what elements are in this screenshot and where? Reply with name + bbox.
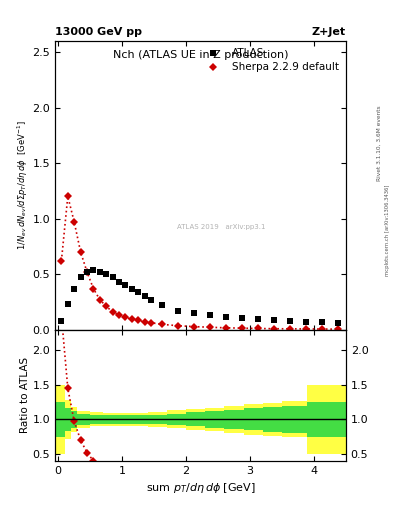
Sherpa 2.2.9 default xyxy=(78,249,83,255)
ATLAS xyxy=(91,267,96,273)
Text: Rivet 3.1.10, 3.6M events: Rivet 3.1.10, 3.6M events xyxy=(377,105,382,181)
Sherpa 2.2.9 default xyxy=(160,322,164,328)
Sherpa 2.2.9 default xyxy=(84,269,89,275)
ATLAS xyxy=(66,301,70,307)
X-axis label: sum $p_T/d\eta\,d\phi$ [GeV]: sum $p_T/d\eta\,d\phi$ [GeV] xyxy=(145,481,255,495)
ATLAS xyxy=(272,317,276,323)
Text: Nch (ATLAS UE in Z production): Nch (ATLAS UE in Z production) xyxy=(113,50,288,59)
Line: Sherpa 2.2.9 default: Sherpa 2.2.9 default xyxy=(59,194,341,332)
Sherpa 2.2.9 default xyxy=(59,258,64,264)
ATLAS xyxy=(224,314,228,321)
Sherpa 2.2.9 default xyxy=(176,323,180,329)
Sherpa 2.2.9 default xyxy=(72,219,77,225)
ATLAS xyxy=(84,269,89,275)
Text: Z+Jet: Z+Jet xyxy=(312,27,346,37)
Sherpa 2.2.9 default xyxy=(272,326,276,332)
Sherpa 2.2.9 default xyxy=(91,286,96,292)
Sherpa 2.2.9 default xyxy=(240,325,244,331)
ATLAS xyxy=(288,317,292,324)
ATLAS xyxy=(176,308,180,314)
Sherpa 2.2.9 default xyxy=(255,326,260,332)
Sherpa 2.2.9 default xyxy=(142,318,147,325)
ATLAS xyxy=(110,274,115,281)
Sherpa 2.2.9 default xyxy=(117,312,121,318)
Sherpa 2.2.9 default xyxy=(104,303,108,309)
Text: mcplots.cern.ch [arXiv:1306.3436]: mcplots.cern.ch [arXiv:1306.3436] xyxy=(385,185,389,276)
ATLAS xyxy=(123,282,128,288)
Sherpa 2.2.9 default xyxy=(208,324,212,330)
ATLAS xyxy=(192,310,196,316)
ATLAS xyxy=(303,319,308,325)
Line: ATLAS: ATLAS xyxy=(58,267,341,326)
Sherpa 2.2.9 default xyxy=(336,326,340,332)
Text: ATLAS 2019   arXiv:pp3.1: ATLAS 2019 arXiv:pp3.1 xyxy=(177,224,266,229)
Legend: ATLAS, Sherpa 2.2.9 default: ATLAS, Sherpa 2.2.9 default xyxy=(198,46,341,75)
ATLAS xyxy=(208,312,212,318)
ATLAS xyxy=(129,286,134,292)
Sherpa 2.2.9 default xyxy=(192,324,196,330)
ATLAS xyxy=(336,320,340,326)
ATLAS xyxy=(160,302,164,308)
ATLAS xyxy=(136,289,140,295)
Sherpa 2.2.9 default xyxy=(129,316,134,322)
ATLAS xyxy=(117,279,121,285)
ATLAS xyxy=(72,286,77,292)
ATLAS xyxy=(240,315,244,322)
Sherpa 2.2.9 default xyxy=(224,325,228,331)
ATLAS xyxy=(59,317,64,324)
Y-axis label: $1/N_{ev}\,dN_{ev}/d\Sigma p_T/d\eta\,d\phi$  [GeV$^{-1}$]: $1/N_{ev}\,dN_{ev}/d\Sigma p_T/d\eta\,d\… xyxy=(15,120,29,250)
ATLAS xyxy=(104,271,108,277)
Sherpa 2.2.9 default xyxy=(288,326,292,332)
ATLAS xyxy=(320,319,324,326)
Sherpa 2.2.9 default xyxy=(97,296,102,303)
Sherpa 2.2.9 default xyxy=(303,326,308,332)
Text: 13000 GeV pp: 13000 GeV pp xyxy=(55,27,142,37)
ATLAS xyxy=(149,296,153,303)
Sherpa 2.2.9 default xyxy=(66,194,70,200)
Y-axis label: Ratio to ATLAS: Ratio to ATLAS xyxy=(20,357,29,433)
Sherpa 2.2.9 default xyxy=(149,319,153,326)
ATLAS xyxy=(142,293,147,300)
Sherpa 2.2.9 default xyxy=(123,314,128,321)
Sherpa 2.2.9 default xyxy=(110,309,115,315)
Sherpa 2.2.9 default xyxy=(320,326,324,332)
Sherpa 2.2.9 default xyxy=(136,317,140,324)
ATLAS xyxy=(255,316,260,322)
ATLAS xyxy=(78,274,83,281)
ATLAS xyxy=(97,269,102,275)
